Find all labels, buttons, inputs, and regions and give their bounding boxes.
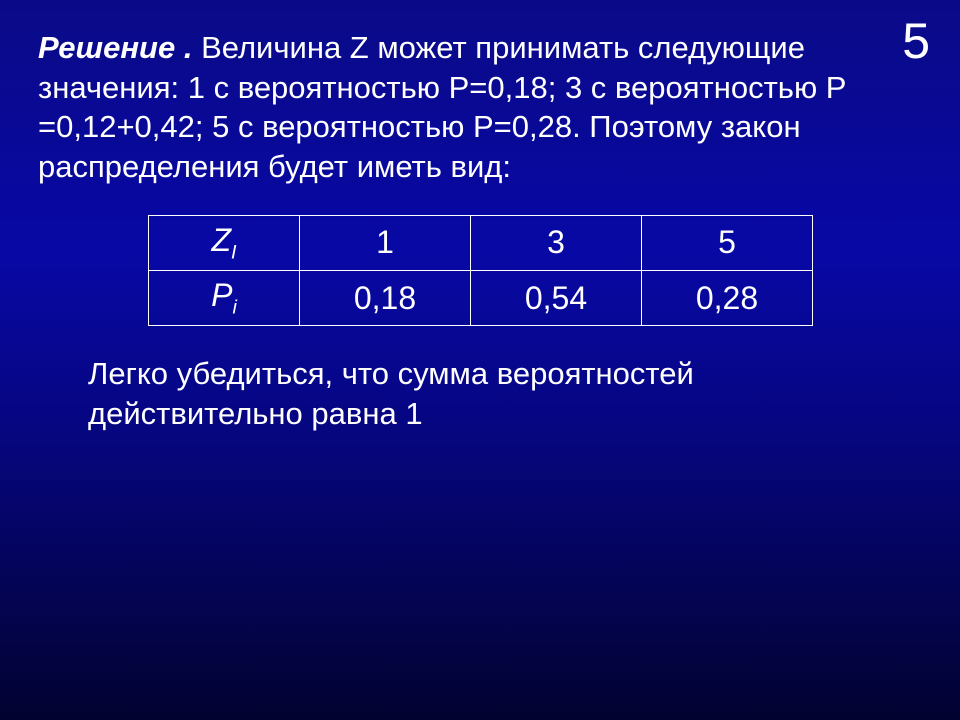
table-cell: 0,18: [300, 271, 471, 326]
table-row: Pi 0,18 0,54 0,28: [149, 271, 813, 326]
solution-label: Решение .: [38, 30, 201, 65]
table-header-p: Pi: [149, 271, 300, 326]
table-cell: 0,54: [471, 271, 642, 326]
slide-number: 5: [902, 12, 930, 70]
table-cell: 1: [300, 215, 471, 270]
table-header-z: ZI: [149, 215, 300, 270]
solution-paragraph: Решение . Величина Z может принимать сле…: [38, 28, 848, 187]
distribution-table: ZI 1 3 5 Pi 0,18 0,54 0,28: [148, 215, 813, 327]
followup-text: Легко убедиться, что сумма вероятностей …: [88, 354, 868, 433]
slide-content: Решение . Величина Z может принимать сле…: [0, 0, 960, 434]
table-row: ZI 1 3 5: [149, 215, 813, 270]
table-cell: 0,28: [642, 271, 813, 326]
table-cell: 5: [642, 215, 813, 270]
table-cell: 3: [471, 215, 642, 270]
